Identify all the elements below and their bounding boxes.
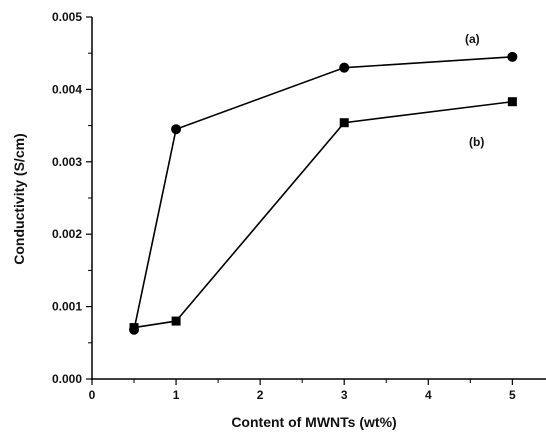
y-tick-label: 0.000 (52, 372, 82, 386)
x-tick-label: 0 (89, 388, 96, 402)
y-tick-label: 0.003 (52, 155, 82, 169)
y-tick-label: 0.004 (52, 82, 82, 96)
ticks: 0 1 2 3 4 5 0.000 0.001 0.002 0.003 0.004 0.005 (52, 10, 516, 402)
y-tick-label: 0.002 (52, 227, 82, 241)
data-point (171, 316, 181, 326)
x-tick-label: 2 (257, 388, 264, 402)
y-tick-label: 0.001 (52, 300, 82, 314)
x-axis-title: Content of MWNTs (wt%) (231, 414, 396, 430)
axes (91, 17, 546, 380)
data-point (339, 62, 350, 73)
series-line-a (133, 56, 513, 330)
x-tick-label: 1 (173, 388, 180, 402)
x-tick-label: 4 (425, 388, 432, 402)
y-tick-label: 0.005 (52, 10, 82, 24)
data-point (507, 97, 517, 107)
y-axis-title: Conductivity (S/cm) (11, 133, 27, 264)
data-point (129, 323, 139, 333)
x-tick-label: 5 (509, 388, 516, 402)
series-label-a: (a) (465, 32, 480, 46)
series-label-b: (b) (469, 135, 484, 149)
data-point (507, 51, 518, 62)
series-line-b (133, 100, 513, 329)
series-group (129, 51, 518, 335)
data-point (171, 124, 182, 135)
data-point (339, 118, 349, 128)
x-tick-label: 3 (341, 388, 348, 402)
